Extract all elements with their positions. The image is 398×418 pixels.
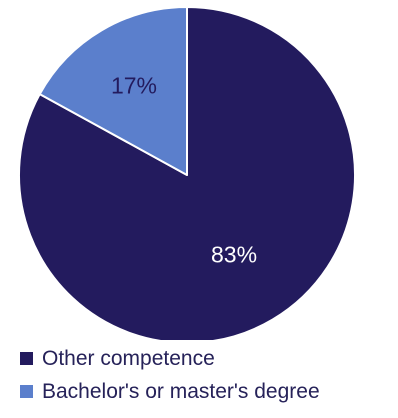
legend-label-bachelors-or-masters-degree: Bachelor's or master's degree xyxy=(42,379,320,403)
pie-slice-labels: 83% 17% xyxy=(111,72,257,267)
legend-label-other-competence: Other competence xyxy=(42,346,215,370)
pie-slice-label-bachelor-s-or-master-s-degree: 17% xyxy=(111,72,157,98)
legend: Other competence Bachelor's or master's … xyxy=(20,342,390,408)
pie-slices xyxy=(18,6,356,340)
pie-slice-bachelor-s-or-master-s-degree xyxy=(38,6,188,176)
legend-swatch-other-competence xyxy=(20,352,33,365)
legend-item-other-competence: Other competence xyxy=(20,342,390,375)
pie-slice-other-competence xyxy=(18,6,356,340)
legend-swatch-bachelors-or-masters-degree xyxy=(20,385,33,398)
legend-item-bachelors-or-masters-degree: Bachelor's or master's degree xyxy=(20,375,390,408)
pie-slice-label-other-competence: 83% xyxy=(211,242,257,268)
pie-chart: 83% 17% xyxy=(18,6,356,340)
